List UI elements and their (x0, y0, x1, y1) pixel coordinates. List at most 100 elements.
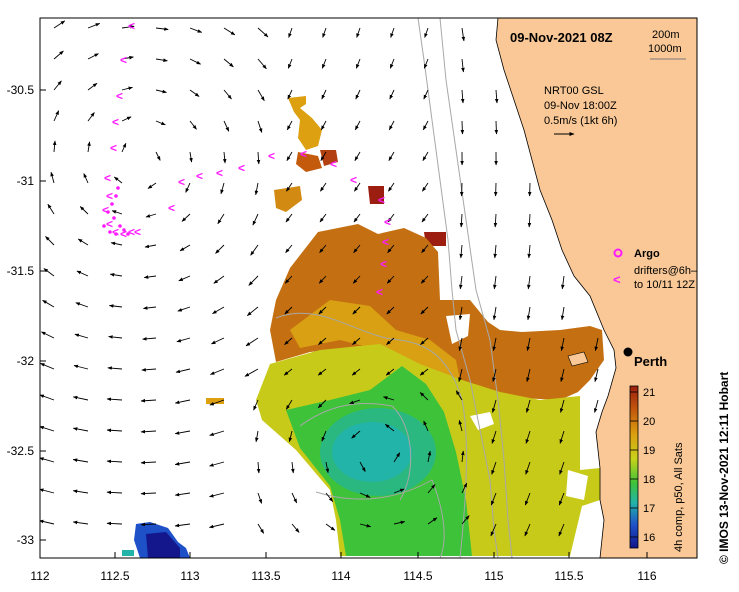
current-arrow (593, 399, 599, 413)
current-arrow (155, 89, 167, 94)
current-arrow (50, 171, 55, 184)
current-arrow (493, 275, 497, 290)
current-arrow (178, 275, 191, 282)
sst-patch-north-5 (368, 186, 384, 204)
current-arrow (388, 151, 395, 161)
current-arrow (287, 58, 293, 69)
current-arrow (421, 244, 429, 254)
colorbar-tick-label: 18 (643, 474, 655, 486)
current-arrow (40, 519, 55, 525)
current-arrow (189, 89, 200, 97)
drifter-symbol-icon: < (613, 272, 621, 287)
current-arrow (174, 461, 191, 466)
current-arrow (419, 368, 429, 376)
current-arrow (257, 27, 269, 38)
y-tick-label: -32.5 (7, 444, 35, 458)
current-arrow (461, 482, 468, 494)
drifter-marker: < (106, 217, 113, 231)
sst-layer (122, 96, 604, 558)
drifter-marker: < (350, 173, 357, 187)
current-arrow (490, 492, 497, 506)
current-arrow (209, 461, 225, 467)
cloud-gap-3 (566, 470, 588, 500)
drifter-marker: < (104, 171, 111, 185)
current-arrow (217, 213, 225, 225)
drifter-marker: < (128, 19, 135, 33)
current-arrow (527, 244, 531, 259)
current-arrow (142, 306, 157, 310)
current-arrow (40, 488, 55, 494)
drifter-dot (118, 224, 122, 228)
current-arrow (352, 337, 361, 345)
current-arrow (527, 213, 532, 228)
current-arrow (285, 213, 293, 223)
current-arrow (460, 120, 465, 135)
current-arrow (286, 182, 293, 192)
current-arrow (121, 116, 132, 122)
current-arrow (174, 492, 191, 497)
current-arrow (87, 53, 99, 60)
current-arrow (283, 368, 293, 376)
colorbar-tick-label: 21 (643, 387, 655, 399)
current-arrow (325, 492, 334, 502)
current-arrow (458, 306, 463, 321)
current-arrow (389, 89, 395, 100)
cloud-gap-1 (446, 314, 470, 344)
sst-cold-patch-core (146, 532, 180, 558)
current-arrow (106, 459, 123, 464)
drifter-dot (116, 186, 120, 190)
y-tick-label: -32 (17, 354, 35, 368)
current-arrow (257, 58, 267, 70)
current-arrow (155, 120, 166, 126)
current-arrow (40, 362, 55, 370)
model-label: NRT00 GSL (544, 85, 604, 97)
current-arrow (87, 82, 98, 91)
current-arrow (223, 27, 236, 36)
current-arrow (461, 515, 470, 525)
current-arrow (559, 430, 565, 444)
current-arrow (492, 306, 497, 321)
sst-warm-body (270, 224, 604, 400)
drifter-marker: < (382, 235, 389, 249)
current-arrow (140, 522, 157, 527)
current-arrow (422, 151, 429, 161)
current-arrow (325, 523, 336, 531)
current-arrow (72, 395, 89, 401)
x-tick-label: 116 (637, 569, 656, 583)
drifter-dot (114, 194, 118, 198)
current-arrow (209, 492, 225, 498)
current-arrow (490, 523, 497, 537)
drifter-marker: < (196, 169, 203, 183)
current-arrow (256, 461, 261, 474)
current-arrow (420, 337, 429, 345)
current-arrow (174, 399, 191, 405)
current-arrow (43, 268, 55, 277)
current-arrow (559, 399, 565, 413)
drifter-marker: < (102, 203, 109, 217)
current-arrow (284, 275, 293, 284)
land (495, 18, 697, 558)
y-tick-label: -31 (17, 174, 35, 188)
current-arrow (561, 275, 565, 290)
current-arrow (460, 89, 465, 104)
current-arrow (40, 457, 55, 463)
current-arrow (287, 89, 293, 100)
current-arrow (121, 142, 127, 153)
current-arrow (87, 112, 95, 122)
x-tick-label: 113.5 (251, 569, 280, 583)
current-arrow (209, 368, 225, 375)
x-tick-label: 112 (30, 569, 49, 583)
plot-frame (39, 17, 698, 559)
current-arrow (213, 275, 225, 284)
current-arrow (422, 182, 429, 192)
current-arrow (354, 182, 361, 192)
current-arrow (354, 120, 361, 131)
current-arrow (320, 182, 327, 192)
current-arrow (174, 523, 191, 528)
drifter-dot (112, 216, 116, 220)
current-arrow (121, 55, 134, 60)
current-arrow (524, 492, 531, 506)
map-timestamp: 09-Nov-2021 08Z (510, 30, 613, 45)
current-arrow (77, 238, 89, 246)
